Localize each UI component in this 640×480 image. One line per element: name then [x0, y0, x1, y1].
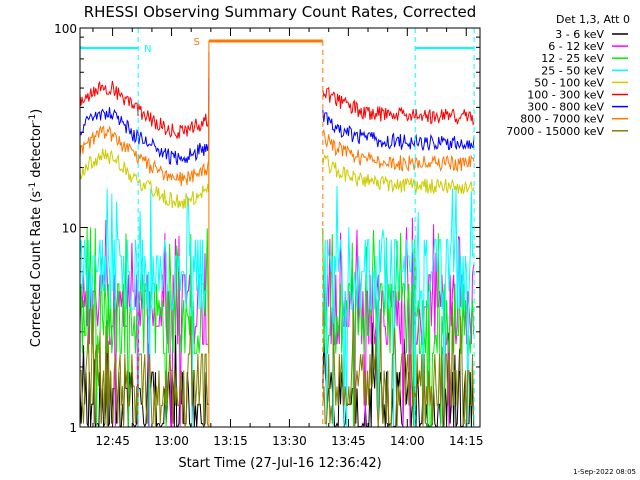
- legend-label: 300 - 800 keV: [527, 101, 604, 114]
- y-tick-label: 1: [69, 421, 77, 435]
- series-trace: [79, 51, 210, 139]
- legend-label: 7000 - 15000 keV: [506, 125, 604, 138]
- series-trace: [322, 185, 474, 427]
- series-trace: [322, 301, 475, 427]
- legend-label: 50 - 100 keV: [534, 76, 604, 89]
- y-axis-label-sup: -1: [28, 182, 38, 191]
- series-trace: [79, 188, 209, 427]
- series-trace: [80, 304, 209, 427]
- x-tick-label: 13:15: [213, 434, 248, 448]
- y-axis-label-part: Corrected Count Rate (s: [29, 191, 44, 348]
- series-trace: [79, 78, 210, 166]
- x-axis-label: Start Time (27-Jul-16 12:36:42): [178, 456, 381, 471]
- y-axis-label: Corrected Count Rate (s-1 detector-1): [28, 109, 44, 347]
- legend-label: 12 - 25 keV: [541, 52, 604, 65]
- series-line: [79, 78, 475, 166]
- series-line: [79, 51, 475, 139]
- series-line: [79, 121, 475, 209]
- y-tick-label: 10: [62, 222, 77, 236]
- y-axis-label-part: ): [29, 109, 44, 114]
- series-trace: [322, 86, 475, 127]
- x-tick-label: 13:30: [272, 434, 307, 448]
- saa-label: S: [194, 37, 200, 48]
- legend-label: 800 - 7000 keV: [520, 113, 604, 126]
- y-axis-label-part: detector: [29, 122, 44, 182]
- y-tick-label: 100: [54, 22, 77, 36]
- legend-label: 100 - 300 keV: [527, 89, 604, 102]
- legend-label: 3 - 6 keV: [555, 28, 604, 41]
- series-line: [80, 301, 475, 427]
- series-trace: [322, 109, 475, 151]
- night-label: N: [144, 44, 151, 55]
- annotation-layer: NS: [80, 28, 475, 427]
- plot-frame: [79, 27, 481, 428]
- x-tick-label: 12:45: [95, 434, 130, 448]
- legend-label: 6 - 12 keV: [548, 40, 604, 53]
- legend-title: Det 1,3, Att 0: [556, 13, 630, 26]
- series-layer: [79, 51, 475, 428]
- x-tick-label: 13:00: [154, 434, 189, 448]
- x-axis: 12:45 13:00 13:15 13:30 13:45 14:00 14:15: [92, 28, 484, 448]
- series-trace: [322, 154, 475, 195]
- series-trace: [79, 99, 210, 187]
- x-tick-label: 14:15: [449, 434, 484, 448]
- series-trace: [322, 128, 475, 173]
- x-tick-label: 14:00: [390, 434, 425, 448]
- y-axis: 1 10 100: [54, 22, 480, 435]
- chart-title: RHESSI Observing Summary Count Rates, Co…: [84, 3, 477, 21]
- series-trace: [79, 121, 210, 209]
- x-tick-label: 13:45: [331, 434, 366, 448]
- y-axis-label-sup: -1: [28, 114, 38, 123]
- legend-label: 25 - 50 keV: [541, 64, 604, 77]
- series-line: [79, 99, 475, 187]
- series-line: [79, 185, 474, 427]
- footer-timestamp: 1-Sep-2022 08:05: [573, 468, 636, 476]
